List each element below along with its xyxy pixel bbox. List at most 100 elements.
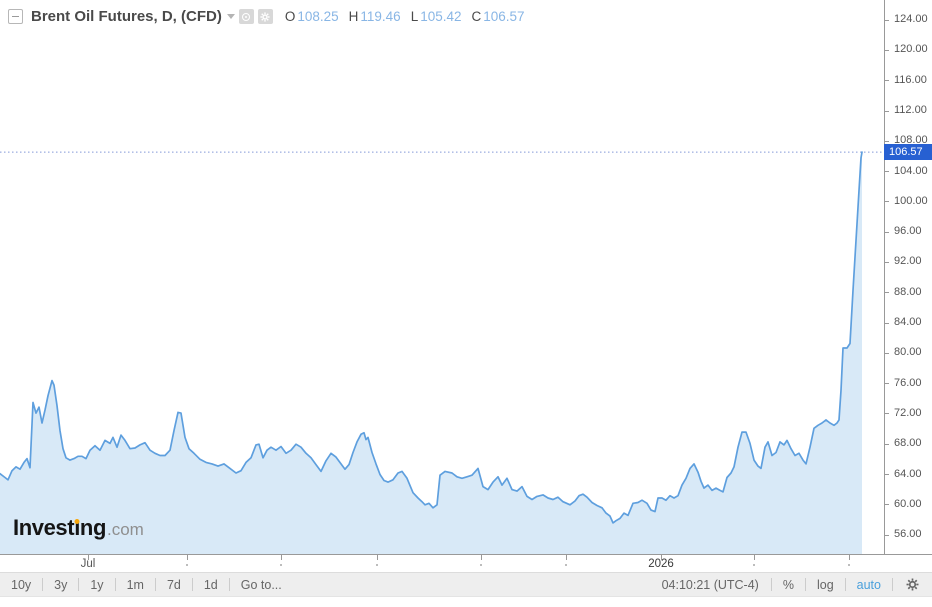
price-tick-mark — [885, 474, 889, 475]
gear-icon[interactable] — [257, 9, 273, 24]
time-tick-mark — [754, 555, 755, 560]
price-tick-label: 84.00 — [894, 316, 922, 328]
time-tick-mark — [566, 555, 567, 560]
price-tick-label: 88.00 — [894, 285, 922, 298]
settings-gear-icon[interactable] — [893, 578, 932, 591]
high-label: H — [348, 9, 359, 24]
price-tick-label: 116.00 — [894, 73, 927, 86]
gear-glyph — [906, 578, 919, 591]
range-button-1d[interactable]: 1d — [203, 577, 218, 592]
time-tick-label: Jul — [80, 558, 96, 570]
toolbar-divider — [78, 578, 80, 591]
target-icon[interactable] — [238, 9, 254, 24]
price-tick-label: 80.00 — [894, 346, 922, 359]
price-tick-mark — [885, 110, 889, 112]
toolbar-divider — [844, 578, 846, 591]
close-value: 106.57 — [483, 9, 525, 24]
toolbar-divider — [892, 578, 893, 591]
time-tick-dot — [280, 564, 282, 566]
price-tick-mark — [885, 292, 889, 294]
clock-timezone-button[interactable]: 04:10:21 (UTC-4) — [661, 577, 759, 592]
price-tick-label: 108.00 — [894, 134, 928, 147]
auto-scale-button[interactable]: auto — [856, 577, 881, 592]
time-tick-dot — [186, 564, 188, 566]
time-tick-mark — [849, 555, 850, 560]
bottom-toolbar: 10y 3y 1y 1m 7d 1d Go to... 04:10:21 (UT… — [0, 572, 932, 597]
time-tick-dot — [753, 564, 755, 566]
toolbar-divider — [191, 578, 193, 591]
range-button-7d[interactable]: 7d — [166, 577, 181, 592]
price-tick-mark — [885, 443, 889, 445]
area-fill — [0, 152, 862, 554]
price-axis[interactable]: 124.00 120.00 116.00 112.00 108.00 104.00 100.… — [884, 0, 932, 554]
range-button-1y[interactable]: 1y — [90, 577, 104, 592]
time-tick-mark — [88, 555, 89, 560]
price-tick-label: 92.00 — [894, 255, 922, 268]
range-button-3y[interactable]: 3y — [54, 577, 68, 592]
price-tick-label: 124.00 — [894, 13, 928, 26]
price-tick-label: 76.00 — [894, 376, 922, 389]
time-tick-dot — [480, 564, 482, 566]
ohlc-readout: O 108.25 H 119.46 L 105.42 C 106.57 — [285, 9, 535, 24]
time-tick-mark — [661, 555, 662, 560]
time-tick-dot — [376, 564, 378, 566]
price-tick-label: 120.00 — [894, 43, 928, 56]
target-ring — [242, 12, 251, 21]
price-tick-mark — [885, 49, 889, 51]
go-to-button[interactable]: Go to... — [240, 577, 282, 592]
price-tick-label: 68.00 — [894, 437, 922, 450]
collapse-icon[interactable] — [8, 9, 23, 24]
price-chart-svg[interactable] — [0, 0, 884, 554]
price-tick-mark — [885, 383, 889, 385]
price-tick-label: 104.00 — [894, 164, 928, 177]
chevron-down-icon[interactable] — [226, 14, 235, 19]
price-tick-mark — [885, 140, 889, 142]
symbol-header: Brent Oil Futures, D, (CFD) — [8, 8, 535, 25]
time-tick-mark — [377, 555, 378, 560]
price-tick-mark — [885, 261, 889, 263]
toolbar-divider — [228, 578, 230, 591]
time-axis[interactable]: Jul 2026 — [0, 554, 932, 572]
range-button-1m[interactable]: 1m — [126, 577, 144, 592]
logo-suffix: .com — [106, 520, 144, 539]
symbol-title[interactable]: Brent Oil Futures, D, (CFD) — [31, 8, 222, 25]
percent-scale-button[interactable]: % — [782, 577, 794, 592]
price-tick-mark — [885, 19, 889, 21]
price-tick-mark — [885, 504, 889, 506]
investing-logo[interactable]: Investı ng .com — [13, 515, 144, 541]
price-tick-mark — [885, 413, 889, 415]
logo-orange-dot — [74, 519, 80, 524]
price-tick-mark — [885, 171, 889, 172]
open-label: O — [284, 9, 296, 24]
price-tick-label: 96.00 — [894, 225, 922, 238]
log-scale-button[interactable]: log — [816, 577, 834, 592]
toolbar-divider — [42, 578, 44, 591]
toolbar-divider — [154, 578, 156, 591]
toolbar-divider — [804, 578, 806, 591]
time-tick-mark — [281, 555, 282, 560]
time-tick-mark — [187, 555, 188, 560]
time-tick-dot — [848, 564, 850, 566]
price-tick-label: 60.00 — [894, 497, 922, 510]
price-tick-label: 112.00 — [894, 104, 927, 116]
price-tick-label: 72.00 — [894, 406, 922, 419]
close-label: C — [471, 9, 482, 24]
toolbar-right-group: 04:10:21 (UTC-4) % log auto — [650, 578, 932, 592]
toolbar-divider — [770, 578, 772, 591]
gear-glyph — [260, 11, 270, 22]
price-tick-label: 56.00 — [894, 528, 922, 541]
price-tick-label: 64.00 — [894, 467, 922, 480]
price-tick-mark — [885, 231, 889, 233]
time-tick-dot — [565, 564, 567, 566]
range-button-10y[interactable]: 10y — [11, 577, 32, 592]
price-tick-label: 100.00 — [894, 194, 928, 207]
price-tick-mark — [885, 534, 889, 536]
price-tick-mark — [885, 80, 889, 82]
target-dot — [245, 15, 248, 18]
open-value: 108.25 — [297, 9, 339, 24]
low-label: L — [410, 9, 419, 24]
low-value: 105.42 — [420, 9, 462, 24]
time-tick-label: 2026 — [648, 558, 674, 570]
last-price-label: 106.57 — [884, 144, 932, 161]
